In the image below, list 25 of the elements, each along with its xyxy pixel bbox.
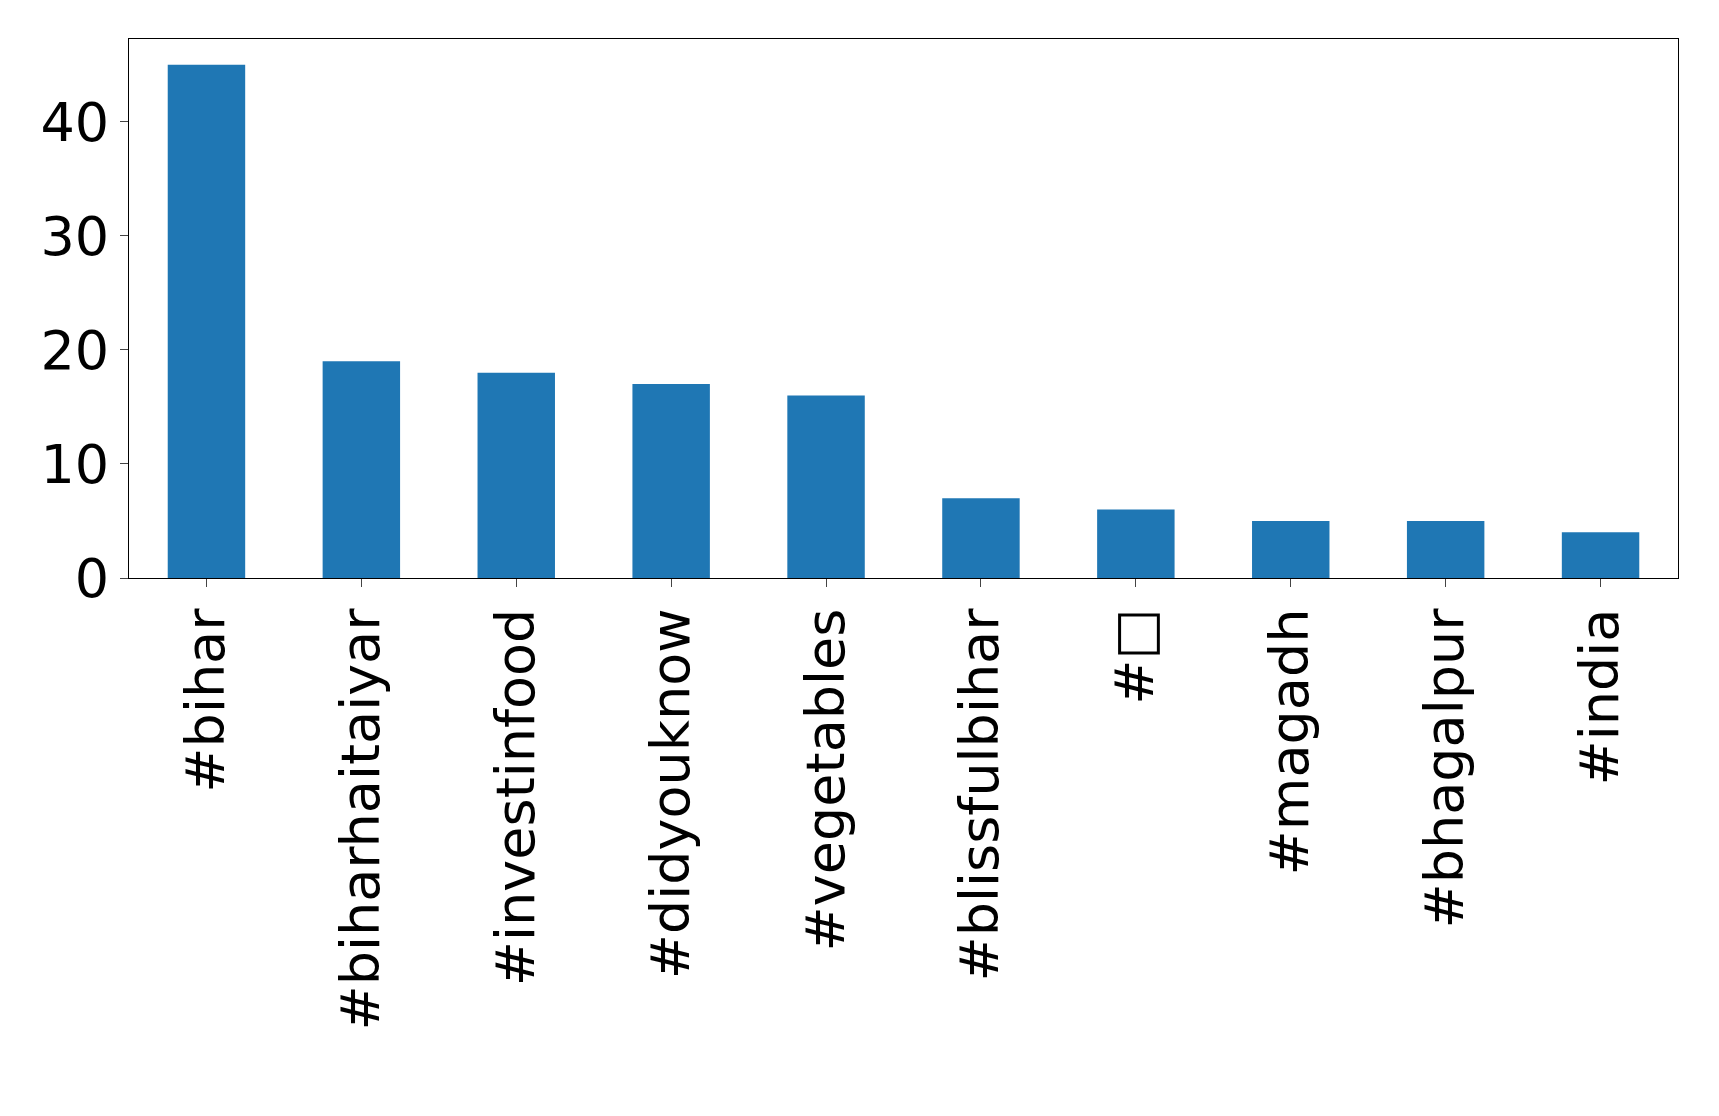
x-tick-label: #didyouknow — [638, 608, 702, 980]
x-tick-label: #investinfood — [483, 608, 547, 987]
y-tick-label: 10 — [40, 432, 110, 496]
bar — [1561, 532, 1640, 578]
x-tick-label: #biharhaitaiyar — [328, 607, 392, 1031]
bar — [632, 384, 710, 578]
y-tick-label: 40 — [40, 90, 110, 154]
y-tick-label: 20 — [40, 318, 110, 382]
x-tick-label: #vegetables — [793, 608, 857, 952]
x-tick-label: #magadh — [1258, 608, 1322, 876]
bar — [167, 64, 246, 578]
x-tick-label: #bihar — [174, 607, 237, 793]
bar — [322, 361, 401, 578]
bar — [477, 372, 555, 578]
bar — [1097, 509, 1175, 578]
bar — [1406, 520, 1485, 578]
bar — [942, 498, 1020, 578]
x-tick-label: #india — [1568, 608, 1632, 786]
y-tick-label: 30 — [40, 204, 110, 268]
bar — [1252, 520, 1330, 578]
y-tick-label: 0 — [74, 546, 110, 610]
x-tick-label: #blissfulbihar — [948, 607, 1012, 982]
bar — [787, 395, 865, 578]
x-tick-label: #bhagalpur — [1413, 607, 1477, 929]
x-tick-label: #□ — [1103, 608, 1167, 705]
